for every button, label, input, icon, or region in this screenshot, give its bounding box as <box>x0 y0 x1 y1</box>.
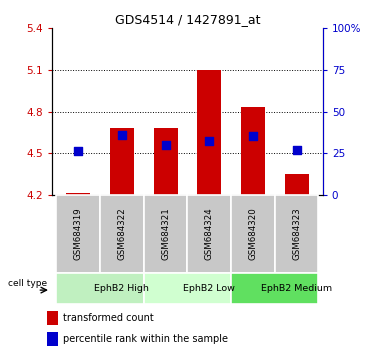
Bar <box>66 193 90 195</box>
Bar <box>187 195 231 273</box>
Text: GSM684324: GSM684324 <box>205 207 214 260</box>
Point <box>206 139 212 144</box>
Bar <box>144 273 231 304</box>
Text: percentile rank within the sample: percentile rank within the sample <box>63 334 229 344</box>
Bar <box>275 195 318 273</box>
Bar <box>197 70 221 195</box>
Bar <box>285 174 309 195</box>
Bar <box>144 195 187 273</box>
Text: EphB2 Low: EphB2 Low <box>183 284 235 293</box>
Bar <box>100 195 144 273</box>
Text: EphB2 Medium: EphB2 Medium <box>261 284 332 293</box>
Point <box>250 134 256 139</box>
Text: GSM684323: GSM684323 <box>292 207 301 260</box>
Bar <box>241 107 265 195</box>
Text: GSM684322: GSM684322 <box>117 207 127 260</box>
Bar <box>47 332 58 346</box>
Point <box>293 147 299 153</box>
Bar <box>154 128 178 195</box>
Point <box>119 132 125 138</box>
Bar <box>56 195 100 273</box>
Bar <box>56 273 144 304</box>
Title: GDS4514 / 1427891_at: GDS4514 / 1427891_at <box>115 13 260 26</box>
Point <box>75 149 81 154</box>
Text: transformed count: transformed count <box>63 313 154 323</box>
Bar <box>231 273 318 304</box>
Bar <box>110 128 134 195</box>
Text: GSM684319: GSM684319 <box>74 207 83 260</box>
Bar <box>47 312 58 325</box>
Point <box>162 142 168 148</box>
Text: GSM684320: GSM684320 <box>248 207 257 260</box>
Text: EphB2 High: EphB2 High <box>94 284 149 293</box>
Text: GSM684321: GSM684321 <box>161 207 170 260</box>
Text: cell type: cell type <box>8 279 47 288</box>
Bar <box>231 195 275 273</box>
